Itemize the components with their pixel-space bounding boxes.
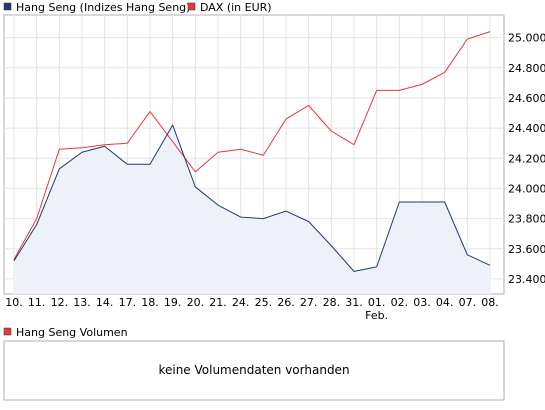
x-axis-ticks: 10. 11. 12. 13. 14. 17. 18. 19. 20. 21. 24. 25. 26. 2… — [5, 296, 499, 322]
series-line-dax — [13, 31, 491, 260]
x-tick-label: 08. — [481, 296, 499, 309]
x-tick-label: 07. — [459, 296, 477, 309]
y-tick-label: 25.000 — [508, 32, 545, 45]
volume-panel-frame — [3, 340, 505, 401]
y-axis-ticks: 23.400 23.600 23.800 24.000 24.200 24.400 24.6… — [508, 32, 545, 286]
y-tick-label: 23.600 — [508, 243, 545, 256]
y-tick-label: 24.600 — [508, 92, 545, 105]
price-legend: Hang Seng (Indizes Hang Seng) DAX (in EU… — [3, 1, 272, 14]
y-tick-label: 24.400 — [508, 122, 545, 135]
legend-label-dax: DAX (in EUR) — [200, 1, 272, 14]
volume-empty-message: keine Volumendaten vorhanden — [158, 363, 349, 377]
x-tick-label: 02. — [391, 296, 409, 309]
x-tick-label: 27. — [300, 296, 318, 309]
price-lines — [13, 31, 491, 272]
x-tick-label: 04. — [436, 296, 454, 309]
legend-item-hang-seng: Hang Seng (Indizes Hang Seng) — [3, 1, 190, 14]
x-tick-label: 21. — [209, 296, 227, 309]
x-tick-label: 10. — [5, 296, 23, 309]
y-tick-label: 24.800 — [508, 62, 545, 75]
x-tick-label: 24. — [232, 296, 250, 309]
y-tick-label: 24.200 — [508, 152, 545, 165]
x-tick-label: 19. — [164, 296, 182, 309]
x-tick-label: 26. — [277, 296, 295, 309]
series-line-hang-seng — [13, 124, 491, 272]
x-tick-label: 31. — [345, 296, 363, 309]
legend-item-dax: DAX (in EUR) — [187, 1, 272, 14]
x-tick-label: 17. — [119, 296, 137, 309]
y-tick-label: 23.400 — [508, 273, 545, 286]
x-tick-label: 01. — [368, 296, 386, 309]
x-tick-label: 14. — [96, 296, 114, 309]
legend-swatch-volume — [3, 327, 12, 336]
x-tick-label: 20. — [187, 296, 205, 309]
legend-swatch-hang-seng — [3, 2, 12, 11]
x-tick-label: 12. — [51, 296, 69, 309]
volume-legend: Hang Seng Volumen — [3, 326, 128, 339]
legend-swatch-dax — [187, 2, 196, 11]
legend-label-volume: Hang Seng Volumen — [16, 326, 128, 339]
y-tick-label: 24.000 — [508, 182, 545, 195]
y-tick-label: 23.800 — [508, 213, 545, 226]
x-tick-label: 28. — [323, 296, 341, 309]
x-tick-label: 18. — [141, 296, 159, 309]
legend-label-hang-seng: Hang Seng (Indizes Hang Seng) — [16, 1, 190, 14]
x-month-label: Feb. — [365, 309, 388, 322]
hang-seng-area-fill — [14, 125, 490, 294]
x-tick-label: 25. — [255, 296, 273, 309]
x-tick-label: 13. — [73, 296, 91, 309]
x-tick-label: 03. — [413, 296, 431, 309]
hang-seng-area — [14, 125, 490, 294]
x-tick-label: 11. — [28, 296, 46, 309]
